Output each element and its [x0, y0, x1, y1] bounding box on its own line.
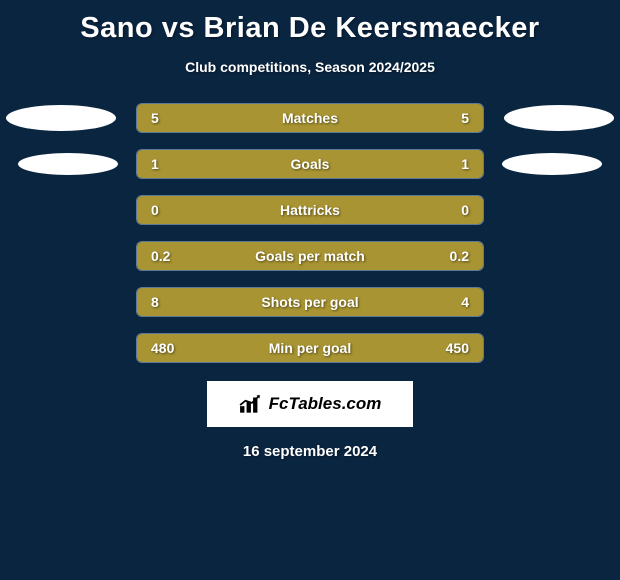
stat-bar: 0 0 Hattricks [136, 195, 484, 225]
stat-value-left: 480 [151, 340, 174, 356]
stat-value-left: 8 [151, 294, 159, 310]
stat-row: 480 450 Min per goal [0, 333, 620, 363]
stat-label: Hattricks [280, 202, 340, 218]
page-title: Sano vs Brian De Keersmaecker [0, 0, 620, 45]
stat-value-right: 0.2 [450, 248, 469, 264]
stat-bar: 5 5 Matches [136, 103, 484, 133]
bar-fill-right [310, 150, 483, 178]
stat-value-left: 1 [151, 156, 159, 172]
stat-value-right: 1 [461, 156, 469, 172]
stat-value-left: 0.2 [151, 248, 170, 264]
date-label: 16 september 2024 [0, 443, 620, 460]
stat-rows: 5 5 Matches 1 1 Goals 0 0 Hattricks 0.2 0.2 Goals p… [0, 103, 620, 363]
stat-value-right: 0 [461, 202, 469, 218]
stat-label: Matches [282, 110, 338, 126]
player-marker-left [6, 105, 116, 131]
bar-fill-left [137, 150, 310, 178]
stat-bar: 0.2 0.2 Goals per match [136, 241, 484, 271]
player-marker-right [502, 153, 602, 175]
stat-row: 0 0 Hattricks [0, 195, 620, 225]
subtitle: Club competitions, Season 2024/2025 [0, 59, 620, 75]
stat-label: Shots per goal [261, 294, 358, 310]
stat-value-right: 5 [461, 110, 469, 126]
branding-text: FcTables.com [269, 394, 382, 414]
stat-row: 5 5 Matches [0, 103, 620, 133]
player-marker-left [18, 153, 118, 175]
branding-badge: FcTables.com [207, 381, 413, 427]
stat-value-left: 5 [151, 110, 159, 126]
stat-label: Goals [291, 156, 330, 172]
stat-row: 1 1 Goals [0, 149, 620, 179]
player-marker-right [504, 105, 614, 131]
stat-bar: 480 450 Min per goal [136, 333, 484, 363]
stat-row: 0.2 0.2 Goals per match [0, 241, 620, 271]
stat-bar: 8 4 Shots per goal [136, 287, 484, 317]
stat-value-right: 450 [446, 340, 469, 356]
stat-bar: 1 1 Goals [136, 149, 484, 179]
chart-icon [239, 393, 265, 415]
stat-label: Goals per match [255, 248, 365, 264]
stat-label: Min per goal [269, 340, 351, 356]
stat-row: 8 4 Shots per goal [0, 287, 620, 317]
stat-value-right: 4 [461, 294, 469, 310]
stat-value-left: 0 [151, 202, 159, 218]
